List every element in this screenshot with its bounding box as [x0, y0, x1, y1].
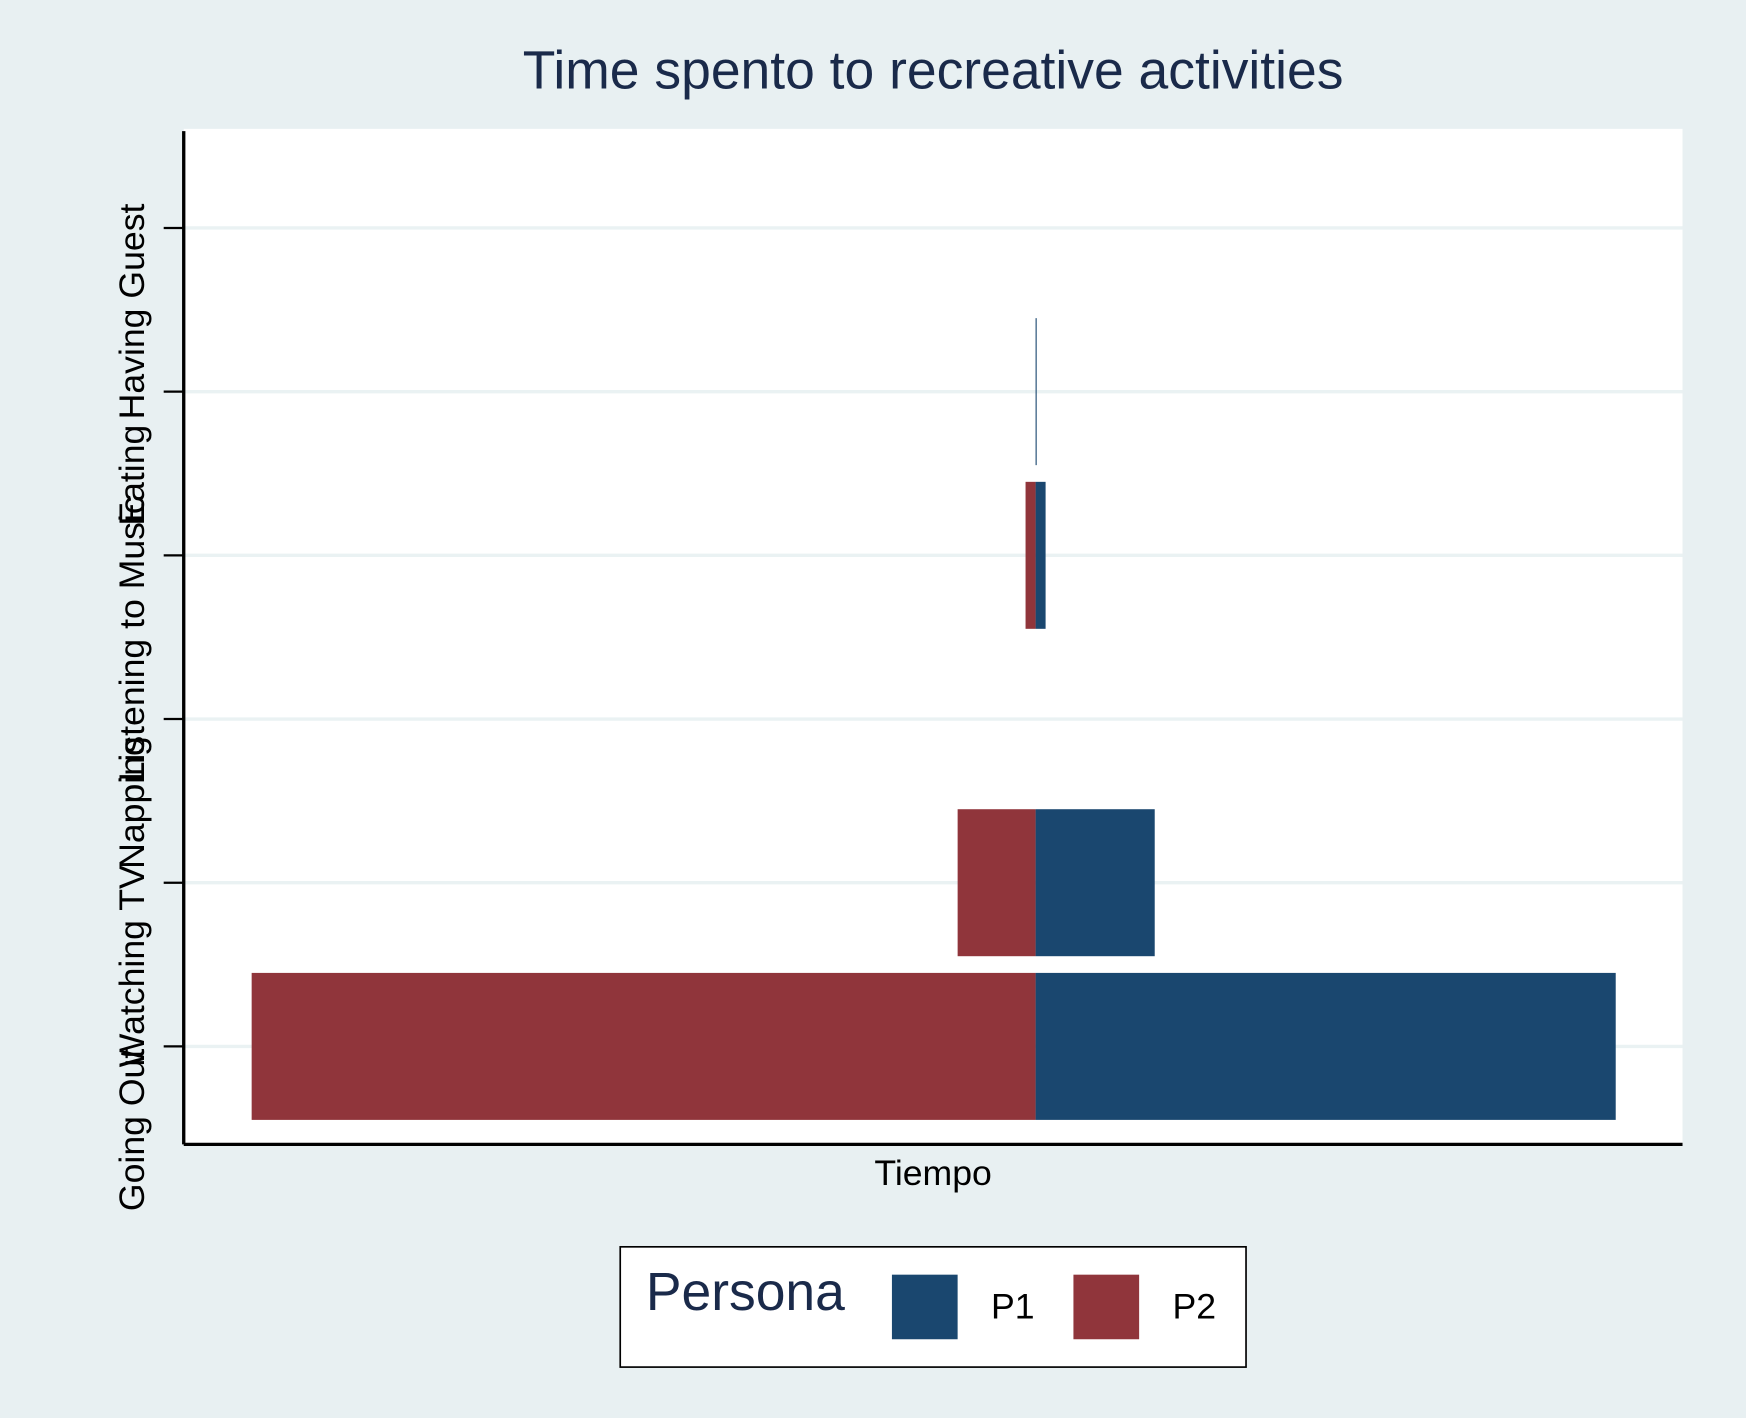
- y-tick-label: Going Out: [112, 1049, 152, 1211]
- legend-label: P2: [1173, 1287, 1217, 1327]
- bar: [1035, 972, 1616, 1120]
- bar: [1025, 481, 1036, 629]
- bar: [957, 809, 1036, 957]
- bar: [1035, 809, 1155, 957]
- chart-title: Time spento to recreative activities: [523, 41, 1344, 100]
- y-tick-label: Having Guest: [112, 203, 152, 419]
- y-tick-label: Napping: [112, 736, 152, 869]
- bar: [251, 972, 1036, 1120]
- legend-swatch: [891, 1274, 958, 1340]
- legend-title: Persona: [646, 1263, 845, 1322]
- x-axis-label: Tiempo: [874, 1153, 991, 1193]
- legend-box: [619, 1245, 1247, 1368]
- y-tick-label: Watching TV: [112, 865, 152, 1067]
- bar: [1035, 318, 1037, 466]
- y-tick-label: Eating: [112, 425, 152, 526]
- bar: [1035, 481, 1046, 629]
- y-tick-label: Listening to Music: [112, 496, 152, 781]
- legend-label: P1: [991, 1287, 1035, 1327]
- legend-swatch: [1073, 1274, 1140, 1340]
